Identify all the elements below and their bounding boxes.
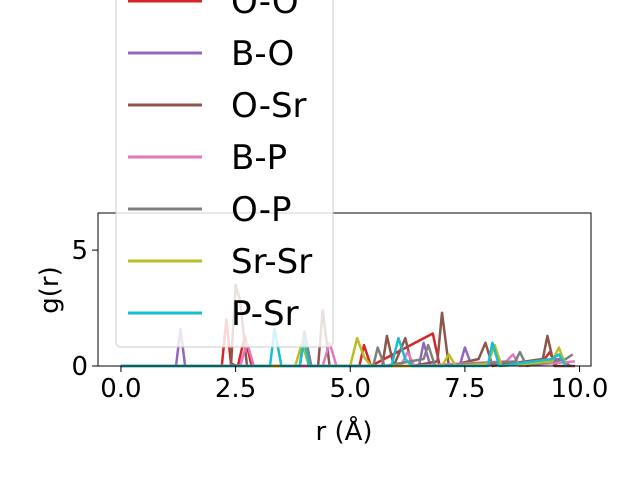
legend-label-sr-sr: Sr-Sr [231,242,312,282]
x-tick-label: 5.0 [330,374,371,404]
x-tick-label: 0.0 [100,374,141,404]
legend: O-O B-O O-Sr B-P O-P Sr-Sr P-Sr [115,0,334,348]
x-axis: 0.0 2.5 5.0 7.5 10.0 [100,366,608,404]
y-tick-label: 5 [71,236,88,266]
series-line-p-sr [120,327,567,368]
legend-label-b-o: B-O [231,34,294,74]
legend-label-b-p: B-P [231,138,287,178]
legend-label-o-sr: O-Sr [231,86,307,126]
x-tick-label: 10.0 [551,374,609,404]
legend-label-o-o: O-O [231,0,299,22]
x-tick-label: 2.5 [215,374,256,404]
x-tick-label: 7.5 [444,374,485,404]
legend-label-o-p: O-P [231,190,291,230]
y-tick-label: 0 [71,352,88,382]
legend-label-p-sr: P-Sr [231,294,299,334]
x-axis-label: r (Å) [315,415,372,447]
plot-frame [97,212,592,367]
y-axis-label: g(r) [35,266,65,313]
y-axis: 05 [71,236,98,382]
